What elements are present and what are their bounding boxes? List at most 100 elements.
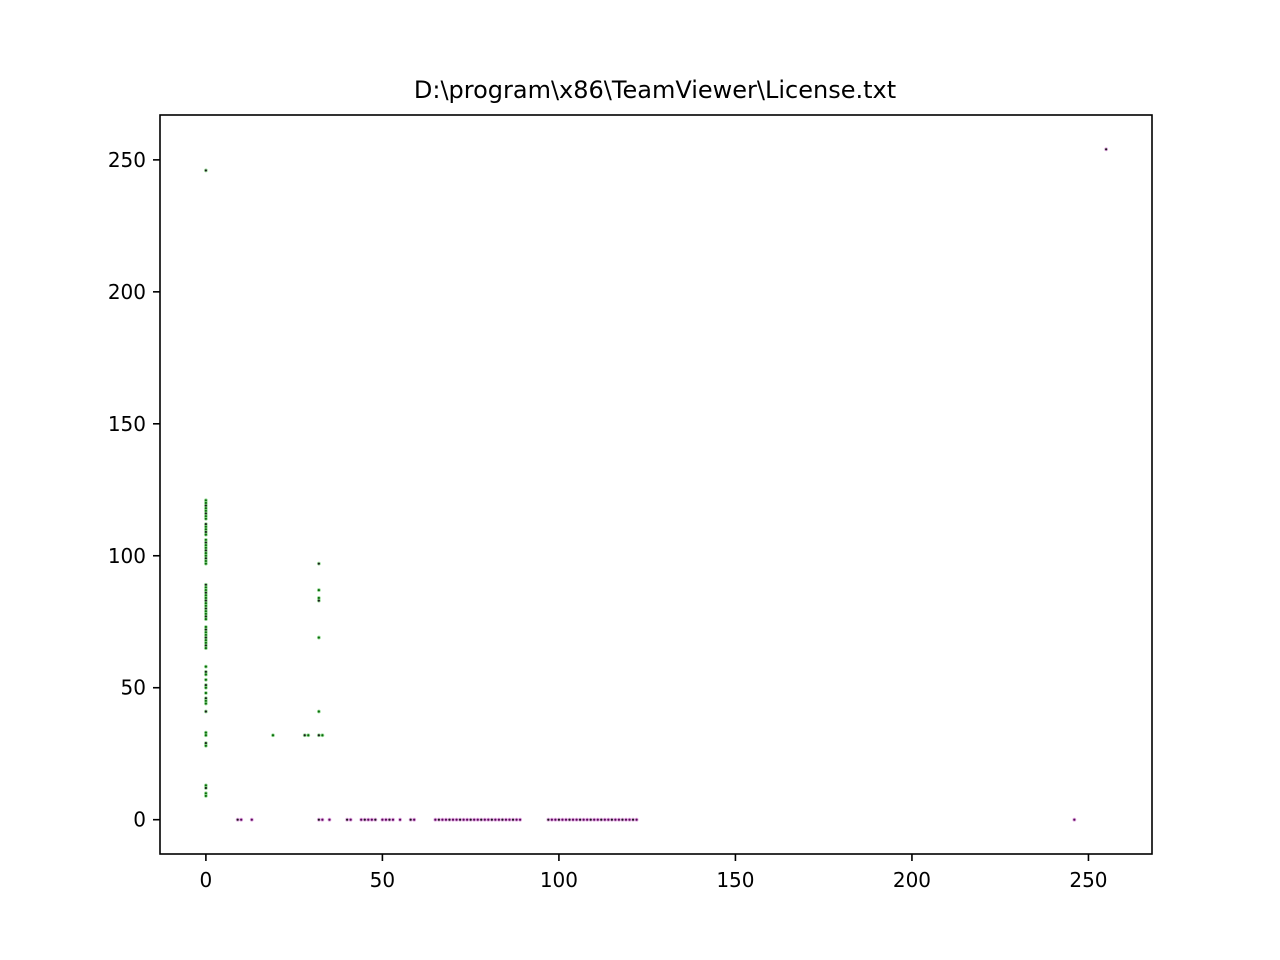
data-point xyxy=(317,636,320,639)
data-point xyxy=(204,633,207,637)
data-point xyxy=(204,509,207,512)
data-point xyxy=(317,710,320,713)
data-point xyxy=(346,818,349,821)
y-tick-label: 200 xyxy=(108,280,146,304)
data-point xyxy=(614,818,617,821)
data-point xyxy=(624,818,628,821)
data-point xyxy=(204,744,207,747)
x-tick-label: 250 xyxy=(1069,868,1107,892)
data-point xyxy=(204,588,207,592)
data-point xyxy=(317,599,320,602)
data-point xyxy=(550,818,553,821)
data-point xyxy=(240,818,243,821)
y-tick-label: 150 xyxy=(108,412,146,436)
data-point xyxy=(204,586,207,589)
data-point xyxy=(204,641,207,644)
data-point xyxy=(448,818,451,821)
data-point xyxy=(204,670,207,673)
y-axis: 0 50 100 150 200 250 xyxy=(108,148,160,832)
data-point xyxy=(451,818,455,821)
y-tick-label: 50 xyxy=(121,676,146,700)
data-point xyxy=(501,818,504,821)
data-point xyxy=(204,710,207,713)
data-point xyxy=(458,818,462,821)
data-point xyxy=(494,818,497,821)
data-point xyxy=(455,818,458,821)
data-point xyxy=(204,686,207,689)
data-point xyxy=(321,818,324,821)
data-point xyxy=(204,742,207,745)
data-point xyxy=(307,734,310,737)
data-point xyxy=(204,515,207,518)
data-point xyxy=(204,731,207,734)
data-point xyxy=(317,562,320,565)
data-point xyxy=(204,697,207,700)
data-point xyxy=(204,533,207,536)
data-point xyxy=(204,792,207,795)
data-point xyxy=(204,552,207,555)
data-point xyxy=(250,818,253,821)
data-point xyxy=(204,699,207,703)
data-point xyxy=(360,818,363,821)
data-point xyxy=(554,818,557,821)
data-point xyxy=(391,818,395,821)
y-tick-label: 0 xyxy=(133,808,146,832)
data-point xyxy=(480,818,483,821)
data-point xyxy=(466,818,469,821)
data-point xyxy=(204,786,207,790)
data-point xyxy=(483,818,486,821)
data-point xyxy=(388,818,391,821)
data-point xyxy=(204,546,207,549)
data-point xyxy=(204,631,207,634)
data-point xyxy=(374,818,377,821)
data-point xyxy=(204,549,207,552)
data-point xyxy=(317,734,320,737)
data-point xyxy=(317,588,320,592)
data-point xyxy=(204,794,207,798)
data-point xyxy=(437,818,440,821)
data-point xyxy=(204,784,207,787)
data-point xyxy=(589,818,592,821)
data-point xyxy=(561,818,564,821)
data-point xyxy=(1105,148,1108,151)
data-point xyxy=(271,734,275,737)
data-points xyxy=(203,147,1109,822)
data-point xyxy=(349,818,352,821)
data-point xyxy=(621,818,624,821)
data-point xyxy=(236,818,239,821)
x-tick-label: 0 xyxy=(200,868,213,892)
data-point xyxy=(600,818,603,821)
data-point xyxy=(204,562,207,565)
data-point xyxy=(204,599,207,602)
data-point xyxy=(515,818,518,821)
data-point xyxy=(504,818,508,821)
data-point xyxy=(204,596,207,600)
data-point xyxy=(204,591,207,594)
data-point xyxy=(487,818,490,821)
data-point xyxy=(1073,818,1076,821)
x-tick-label: 150 xyxy=(716,868,754,892)
data-point xyxy=(204,604,207,608)
data-point xyxy=(363,818,366,821)
data-point xyxy=(204,559,207,563)
data-point xyxy=(204,678,207,681)
data-point xyxy=(204,530,207,534)
data-point xyxy=(628,818,631,821)
x-axis: 0 50 100 150 200 250 xyxy=(200,854,1108,892)
data-point xyxy=(596,818,599,821)
data-point xyxy=(508,818,511,821)
data-point xyxy=(204,644,207,647)
data-point xyxy=(204,594,207,597)
data-point xyxy=(303,734,306,737)
x-tick-label: 100 xyxy=(540,868,578,892)
data-point xyxy=(204,522,207,526)
data-point xyxy=(398,818,402,821)
data-point xyxy=(204,628,207,631)
data-point xyxy=(557,818,561,821)
data-point xyxy=(204,734,207,737)
data-point xyxy=(635,818,638,821)
data-point xyxy=(204,691,207,695)
data-point xyxy=(204,647,207,650)
data-point xyxy=(204,636,207,639)
data-point xyxy=(511,818,515,821)
